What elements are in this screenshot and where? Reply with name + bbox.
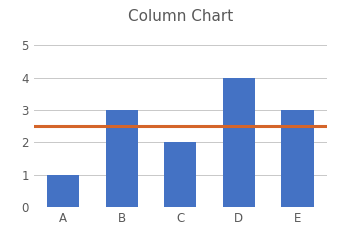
- Title: Column Chart: Column Chart: [128, 9, 233, 24]
- Bar: [105, 110, 138, 207]
- Bar: [281, 110, 313, 207]
- Bar: [164, 142, 196, 207]
- Bar: [223, 78, 255, 207]
- Bar: [47, 175, 79, 207]
